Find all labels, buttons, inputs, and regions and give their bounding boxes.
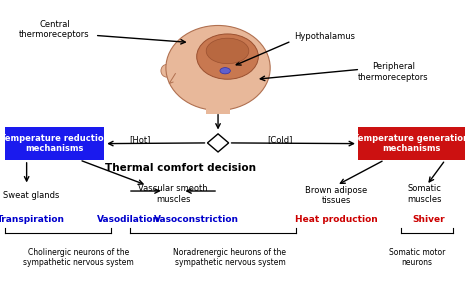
Ellipse shape <box>166 25 270 110</box>
Text: [Hot]: [Hot] <box>129 135 151 144</box>
Text: Vasoconstriction: Vasoconstriction <box>154 215 239 224</box>
Text: Vasodilation: Vasodilation <box>97 215 159 224</box>
Polygon shape <box>208 134 228 152</box>
Text: Peripheral
thermoreceptors: Peripheral thermoreceptors <box>358 63 428 82</box>
Text: Shiver: Shiver <box>413 215 445 224</box>
Text: Hypothalamus: Hypothalamus <box>294 32 355 41</box>
Text: Central
thermoreceptors: Central thermoreceptors <box>19 20 90 39</box>
Text: Somatic
muscles: Somatic muscles <box>407 184 441 203</box>
Text: Sweat glands: Sweat glands <box>3 191 59 200</box>
Text: Noradrenergic heurons of the
sympathetic nervous system: Noradrenergic heurons of the sympathetic… <box>173 248 286 267</box>
FancyBboxPatch shape <box>358 127 465 160</box>
Ellipse shape <box>220 68 230 74</box>
Ellipse shape <box>161 64 173 77</box>
FancyBboxPatch shape <box>206 102 230 114</box>
Text: Transpiration: Transpiration <box>0 215 65 224</box>
Text: [Cold]: [Cold] <box>267 135 292 144</box>
Text: Temperature generation
mechanisms: Temperature generation mechanisms <box>353 134 469 153</box>
Text: Heat production: Heat production <box>295 215 378 224</box>
Text: Cholinergic neurons of the
sympathetic nervous system: Cholinergic neurons of the sympathetic n… <box>23 248 134 267</box>
Text: Temperature reduction
mechanisms: Temperature reduction mechanisms <box>0 134 109 153</box>
Text: Somatic motor
neurons: Somatic motor neurons <box>389 248 445 267</box>
Text: Thermal comfort decision: Thermal comfort decision <box>105 163 255 173</box>
FancyBboxPatch shape <box>5 127 104 160</box>
Ellipse shape <box>206 38 249 64</box>
Text: Vascular smooth
muscles: Vascular smooth muscles <box>138 184 208 203</box>
Text: Brown adipose
tissues: Brown adipose tissues <box>305 186 368 205</box>
Ellipse shape <box>197 34 258 79</box>
